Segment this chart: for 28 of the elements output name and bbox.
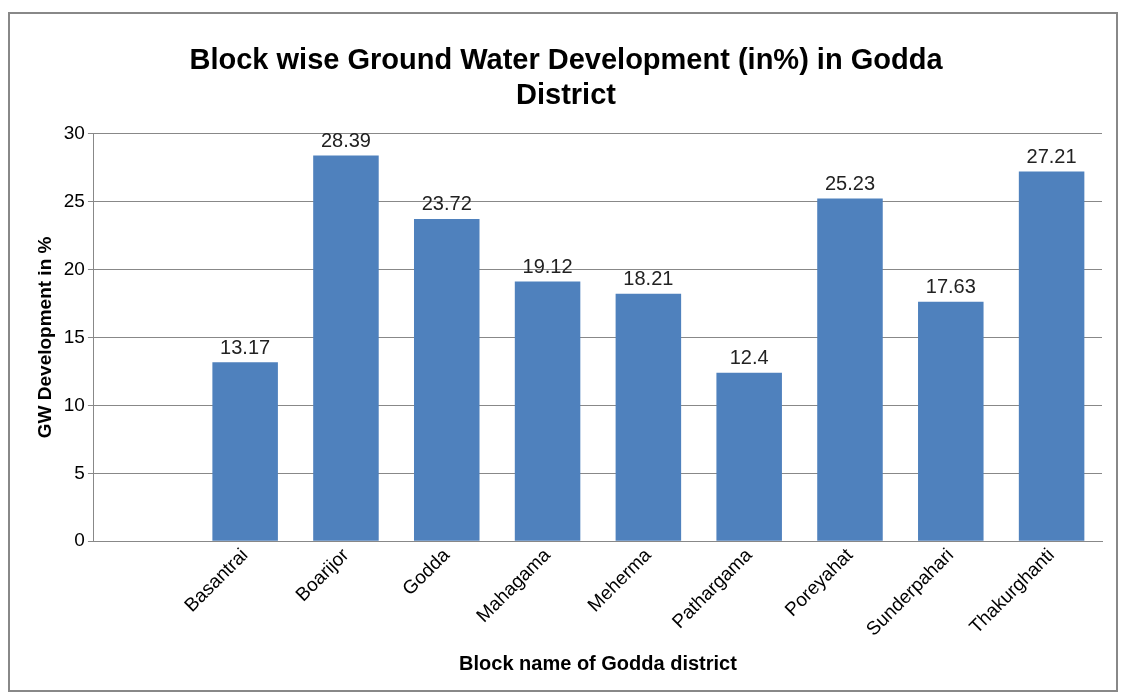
y-tick-label: 10: [63, 393, 85, 415]
bar: [1018, 171, 1085, 541]
bar: [414, 218, 480, 541]
chart-title: Block wise Ground Water Development (in%) in Godda District: [189, 43, 944, 111]
y-tick-label: 30: [63, 121, 85, 143]
data-label: 23.72: [421, 192, 472, 215]
data-label: 28.39: [320, 128, 371, 151]
bar: [716, 372, 782, 541]
bar: [817, 198, 883, 541]
data-label: 18.21: [623, 267, 674, 290]
bar: [918, 301, 984, 541]
bar: [313, 155, 379, 541]
y-tick-label: 20: [63, 257, 85, 279]
y-tick-label: 5: [74, 461, 85, 483]
data-label: 13.17: [220, 335, 271, 358]
bar: [615, 293, 682, 541]
data-label: 19.12: [522, 254, 573, 277]
y-tick-label: 0: [74, 529, 85, 551]
data-label: 27.21: [1026, 145, 1077, 168]
y-tick-label: 25: [63, 189, 85, 211]
y-tick-label: 15: [63, 325, 85, 347]
x-axis-title: Block name of Godda district: [459, 651, 738, 674]
data-label: 25.23: [824, 171, 876, 194]
data-label: 17.63: [925, 275, 976, 298]
data-label: 12.4: [729, 346, 769, 369]
y-axis-title: GW Development in %: [33, 236, 55, 439]
bar: [212, 362, 278, 541]
bar: [514, 281, 581, 541]
